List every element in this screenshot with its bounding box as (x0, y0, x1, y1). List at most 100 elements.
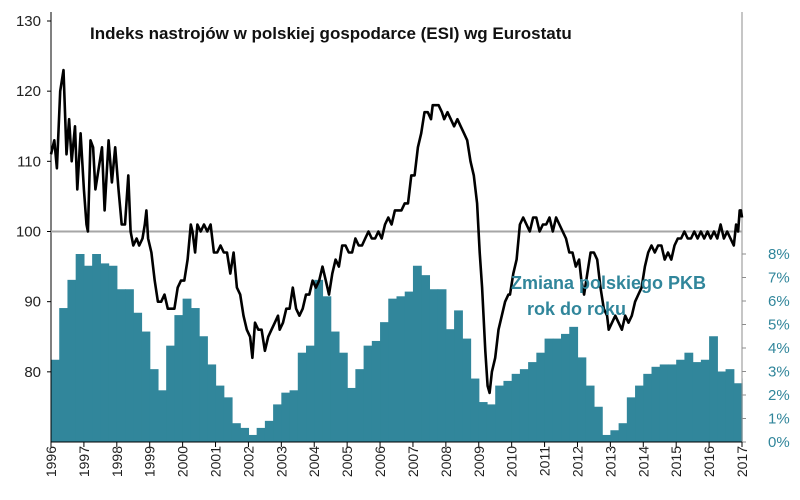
chart-title: Indeks nastrojów w polskiej gospodarce (… (90, 24, 572, 43)
gdp-bar (445, 329, 455, 442)
gdp-bar (577, 357, 587, 442)
gdp-bar (388, 298, 398, 442)
gdp-bar (709, 336, 718, 442)
left-tick-label: 80 (24, 364, 41, 381)
right-tick-label: 1% (768, 411, 790, 428)
gdp-bar (519, 369, 529, 442)
gdp-bar (149, 369, 159, 442)
x-tick-label: 2001 (208, 446, 224, 477)
right-tick-label: 4% (768, 340, 790, 357)
gdp-bar (281, 392, 291, 442)
gdp-bar (330, 331, 340, 442)
gdp-bar (470, 378, 480, 442)
gdp-bar (306, 345, 315, 442)
gdp-bar (355, 369, 365, 442)
gdp-bar (700, 359, 710, 442)
x-tick-label: 2009 (471, 446, 487, 477)
gdp-bar (437, 289, 447, 442)
gdp-bar (544, 338, 554, 442)
gdp-bar (536, 352, 546, 442)
gdp-bar (338, 352, 348, 442)
x-tick-label: 2000 (175, 446, 191, 477)
gdp-bar (429, 289, 439, 442)
gdp-bar (478, 402, 488, 442)
x-tick-label: 2003 (273, 446, 289, 477)
x-tick-label: 2011 (537, 446, 553, 476)
x-tick-label: 2006 (372, 446, 388, 477)
gdp-bar (495, 385, 505, 442)
gdp-bar (199, 336, 208, 442)
gdp-bar (692, 362, 702, 442)
gdp-bar (289, 390, 299, 442)
gdp-bar (486, 404, 496, 442)
gdp-bar (248, 434, 258, 442)
gdp-bar (322, 296, 332, 442)
gdp-bar (462, 338, 472, 442)
x-tick-label: 2014 (635, 446, 651, 477)
gdp-series-label-line-2: rok do roku (527, 299, 626, 319)
gdp-bar (174, 315, 184, 442)
axes (47, 12, 746, 447)
gdp-bar (190, 308, 200, 442)
gdp-bar (108, 265, 118, 442)
gdp-bar (404, 291, 414, 442)
gdp-bar (528, 362, 537, 442)
x-tick-label: 2015 (668, 446, 684, 477)
gdp-bar (684, 352, 694, 442)
gdp-bar (643, 373, 653, 442)
right-tick-label: 5% (768, 317, 790, 334)
gdp-bar (412, 265, 422, 442)
gdp-bar (314, 279, 324, 442)
gdp-bar (371, 340, 381, 442)
gdp-bar (347, 387, 356, 442)
gdp-bar (182, 298, 192, 442)
gdp-bar (733, 383, 743, 442)
gdp-bar (133, 312, 143, 442)
gdp-bar (67, 279, 77, 442)
gdp-bar (651, 366, 661, 442)
gdp-bar (725, 369, 735, 442)
gdp-bar (454, 310, 463, 442)
x-tick-label: 2007 (405, 446, 421, 477)
x-tick-label: 1997 (76, 446, 92, 477)
left-tick-label: 90 (24, 294, 41, 311)
x-tick-label: 2016 (701, 446, 717, 477)
left-tick-label: 100 (16, 224, 41, 241)
x-tick-label: 2005 (339, 446, 355, 477)
gdp-bar (676, 359, 686, 442)
gdp-bar (569, 326, 579, 442)
gdp-bar (511, 373, 521, 442)
gdp-bar (552, 338, 562, 442)
gdp-bar (83, 265, 93, 442)
gdp-bar (75, 254, 85, 442)
gdp-bar (363, 345, 373, 442)
right-tick-label: 7% (768, 270, 790, 287)
gdp-bar (297, 352, 307, 442)
esi-line (49, 68, 744, 395)
gdp-bar (207, 364, 217, 442)
right-tick-label: 2% (768, 387, 790, 404)
x-tick-label: 2002 (240, 446, 256, 477)
x-tick-label: 2010 (504, 446, 520, 477)
gdp-bar (610, 430, 620, 442)
gdp-bar (561, 333, 570, 442)
gdp-bar (273, 404, 282, 442)
x-tick-label: 2013 (602, 446, 618, 477)
x-tick-label: 2012 (569, 446, 585, 477)
left-tick-label: 120 (16, 83, 41, 100)
gdp-bar (100, 263, 110, 442)
gdp-series-label-line-1: Zmiana polskiego PKB (511, 273, 706, 293)
gdp-bar (626, 397, 636, 442)
left-tick-label: 110 (17, 153, 41, 170)
gdp-bar (421, 275, 431, 442)
gdp-bar (141, 331, 151, 442)
gdp-bar (264, 420, 274, 442)
gdp-bars (51, 254, 743, 442)
gdp-bar (380, 322, 389, 442)
gdp-bar (166, 345, 175, 442)
gdp-bar (659, 364, 669, 442)
x-tick-label: 2004 (306, 446, 322, 477)
x-tick-label: 2008 (438, 446, 454, 477)
